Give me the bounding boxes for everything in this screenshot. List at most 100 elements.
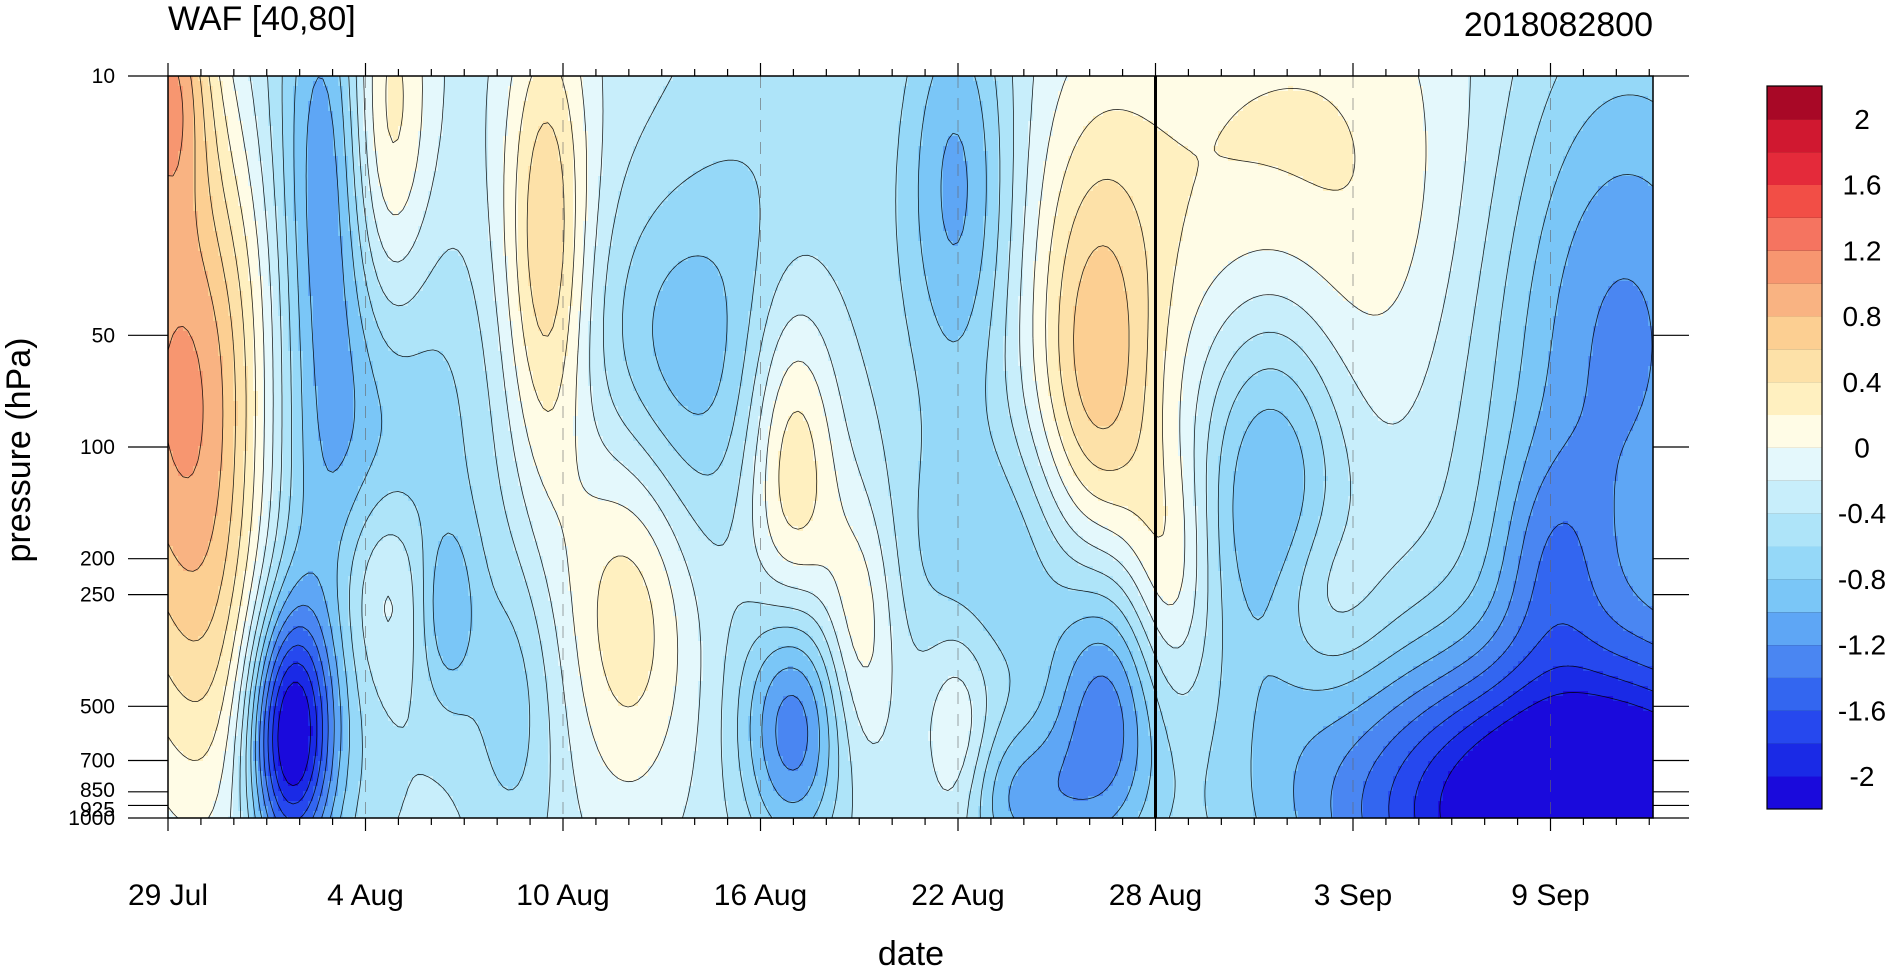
contour-cell xyxy=(248,276,264,282)
contour-cell xyxy=(713,401,739,407)
contour-cell xyxy=(1133,196,1189,202)
contour-cell xyxy=(993,291,1009,297)
contour-cell xyxy=(1233,351,1304,357)
contour-cell xyxy=(288,246,299,252)
contour-cell xyxy=(528,261,564,267)
contour-cell xyxy=(353,241,359,247)
contour-cell xyxy=(1423,386,1464,392)
contour-cell xyxy=(298,276,309,282)
contour-cell xyxy=(423,116,444,122)
contour-cell xyxy=(943,186,969,192)
contour-cell xyxy=(728,326,749,332)
contour-cell xyxy=(1213,336,1254,342)
contour-cell xyxy=(178,76,194,82)
contour-cell xyxy=(263,396,274,402)
contour-cell xyxy=(513,446,534,452)
contour-cell xyxy=(778,551,864,557)
contour-cell xyxy=(973,301,994,307)
contour-cell xyxy=(918,486,1014,492)
contour-cell xyxy=(1073,341,1129,347)
contour-cell xyxy=(428,276,469,282)
contour-cell xyxy=(838,386,874,392)
contour-cell xyxy=(388,81,404,87)
contour-cell xyxy=(983,136,999,142)
contour-cell xyxy=(1343,441,1454,447)
contour-cell xyxy=(1303,491,1324,497)
contour-cell xyxy=(848,316,909,322)
contour-cell xyxy=(348,176,354,182)
contour-cell xyxy=(388,131,399,137)
contour-cell xyxy=(268,76,284,82)
contour-cell xyxy=(1483,456,1504,462)
contour-cell xyxy=(338,196,349,202)
contour-cell xyxy=(253,346,264,352)
contour-cell xyxy=(1298,431,1319,437)
contour-cell xyxy=(283,421,294,427)
contour-cell xyxy=(1068,451,1084,457)
contour-cell xyxy=(508,116,524,122)
contour-cell xyxy=(1533,276,1564,282)
contour-cell xyxy=(288,226,299,232)
contour-cell xyxy=(628,161,714,167)
contour-cell xyxy=(1078,441,1139,447)
contour-cell xyxy=(918,396,989,402)
contour-cell xyxy=(918,226,944,232)
contour-cell xyxy=(253,521,259,527)
contour-cell xyxy=(268,521,279,527)
contour-cell xyxy=(228,211,244,217)
contour-cell xyxy=(293,101,309,107)
contour-cell xyxy=(193,81,204,87)
contour-cell xyxy=(283,111,294,117)
contour-cell xyxy=(918,541,1034,547)
contour-cell xyxy=(1208,461,1219,467)
contour-cell xyxy=(1473,326,1499,332)
contour-cell xyxy=(593,386,609,392)
contour-cell xyxy=(1393,301,1444,307)
contour-cell xyxy=(1048,521,1069,527)
contour-cell xyxy=(1183,556,1199,562)
contour-cell xyxy=(918,176,944,182)
contour-cell xyxy=(628,556,664,562)
contour-cell xyxy=(918,461,999,467)
contour-cell xyxy=(938,321,969,327)
contour-cell xyxy=(1598,191,1654,197)
contour-cell xyxy=(528,431,574,437)
contour-cell xyxy=(498,311,509,317)
contour-cell xyxy=(363,181,369,187)
contour-cell xyxy=(568,321,579,327)
contour-cell xyxy=(1183,541,1199,547)
contour-cell xyxy=(898,261,924,267)
contour-cell xyxy=(368,181,379,187)
contour-cell xyxy=(238,256,249,262)
contour-cell xyxy=(1183,536,1199,542)
contour-cell xyxy=(233,371,249,377)
contour-cell xyxy=(658,466,694,472)
contour-cell xyxy=(1178,416,1194,422)
contour-cell xyxy=(1063,256,1089,262)
contour-cell xyxy=(633,381,669,387)
contour-cell xyxy=(573,301,584,307)
contour-cell xyxy=(223,111,239,117)
contour-cell xyxy=(1508,451,1529,457)
contour-cell xyxy=(1063,381,1079,387)
contour-cell xyxy=(168,166,179,172)
contour-cell xyxy=(373,121,389,127)
contour-cell xyxy=(1498,496,1519,502)
contour-cell xyxy=(1478,276,1509,282)
contour-cell xyxy=(988,166,999,172)
contour-cell xyxy=(243,531,249,537)
contour-cell xyxy=(1013,486,1034,492)
contour-cell xyxy=(303,421,319,427)
contour-cell xyxy=(273,326,284,332)
contour-cell xyxy=(238,106,254,112)
contour-cell xyxy=(983,231,999,237)
contour-cell xyxy=(1123,276,1149,282)
contour-cell xyxy=(1013,121,1029,127)
contour-cell xyxy=(348,516,369,522)
contour-cell xyxy=(1588,356,1654,362)
contour-cell xyxy=(313,86,329,92)
contour-cell xyxy=(1588,366,1649,372)
contour-cell xyxy=(448,366,484,372)
contour-cell xyxy=(1508,106,1544,112)
contour-cell xyxy=(273,466,284,472)
